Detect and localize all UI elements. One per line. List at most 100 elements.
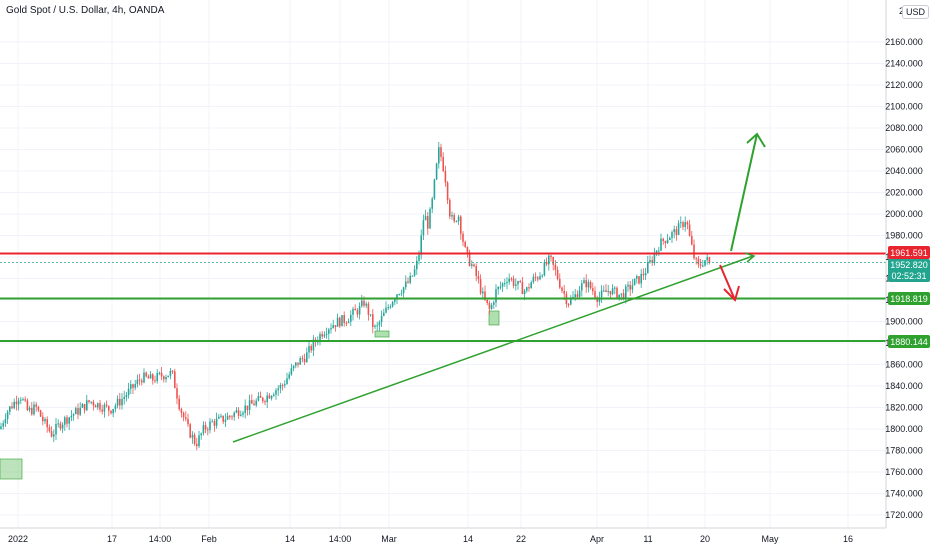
price-tick-label: 2100.000: [885, 102, 923, 112]
candle-body: [473, 264, 475, 267]
price-tick-label: 1860.000: [885, 360, 923, 370]
svg-text:1952.820: 1952.820: [890, 260, 928, 270]
candle-body: [519, 281, 521, 283]
candle-body: [281, 385, 284, 387]
candle-body: [204, 425, 207, 430]
price-tick-label: 1820.000: [885, 403, 923, 413]
candle-body: [666, 239, 669, 244]
candle-body: [187, 418, 189, 425]
time-tick-label: 22: [516, 534, 526, 544]
bearish-forecast-arrow[interactable]: [719, 264, 736, 301]
candle-body: [178, 398, 180, 410]
candle-body: [180, 409, 183, 413]
candle-body: [121, 398, 123, 406]
time-tick-label: 16: [843, 534, 853, 544]
candle-body: [237, 410, 240, 416]
candle-body: [444, 171, 447, 183]
candle-body: [328, 329, 330, 334]
candle-body: [548, 255, 550, 265]
candle-body: [695, 258, 697, 260]
candle-body: [691, 235, 693, 245]
candle-body: [9, 406, 11, 412]
candle-body: [537, 277, 539, 280]
candle-body: [515, 284, 517, 286]
time-axis-labels[interactable]: 2022 17 14:00 Feb 14 14:00 Mar 14 22 Apr 11 20 May 16: [8, 534, 853, 544]
currency-button[interactable]: USD: [902, 5, 930, 19]
candle-body: [541, 275, 543, 277]
candle-body: [609, 290, 612, 295]
candle-body: [224, 419, 227, 422]
candle-body: [486, 299, 488, 303]
candle-body: [77, 408, 79, 415]
candle-body: [407, 281, 409, 283]
candle-body: [147, 376, 150, 379]
candle-body: [17, 400, 20, 405]
candle-body: [312, 339, 315, 351]
svg-text:1961.591: 1961.591: [890, 248, 928, 258]
bullish-forecast-arrow[interactable]: [730, 133, 758, 252]
candle-body: [163, 376, 165, 380]
candle-body: [682, 222, 684, 227]
candle-body: [158, 372, 161, 374]
candle-body: [207, 429, 209, 431]
support-2-price-tag: 1880.144: [888, 335, 930, 348]
bar-countdown: 02:52:31: [891, 271, 926, 281]
price-tick-label: 2120.000: [885, 80, 923, 90]
candle-body: [119, 398, 121, 406]
candle-body: [574, 294, 576, 298]
candle-body: [587, 281, 590, 288]
candle-body: [611, 288, 614, 295]
candle-body: [284, 384, 286, 386]
candle-body: [622, 293, 625, 299]
candle-body: [706, 257, 708, 261]
candle-body: [28, 408, 31, 411]
candle-body: [334, 325, 337, 327]
candle-body: [189, 424, 191, 438]
candle-body: [266, 395, 268, 403]
candle-body: [39, 410, 42, 417]
candle-body: [53, 434, 55, 437]
ascending-trendline[interactable]: [232, 255, 754, 443]
candle-body: [433, 179, 436, 199]
candle-body: [354, 308, 356, 311]
candle-body: [191, 434, 194, 438]
candle-body: [171, 370, 174, 372]
symbol-title: Gold Spot / U.S. Dollar, 4h, OANDA: [6, 5, 165, 16]
candle-body: [125, 395, 128, 397]
candle-body: [79, 407, 81, 415]
price-tick-label: 1760.000: [885, 467, 923, 477]
price-tick-label: 1980.000: [885, 231, 923, 241]
vertical-gridlines: [17, 0, 849, 528]
candle-body: [132, 384, 134, 388]
candle-body: [570, 298, 572, 305]
candle-body: [213, 421, 216, 426]
candle-body: [642, 273, 645, 276]
demand-zone-mid: [488, 310, 500, 326]
candle-body: [380, 315, 383, 323]
candle-body: [57, 423, 59, 425]
candle-body: [561, 287, 563, 291]
price-tick-label: 1740.000: [885, 489, 923, 499]
candle-body: [240, 414, 242, 416]
candle-body: [457, 216, 460, 222]
candle-body: [138, 379, 141, 381]
candle-body: [662, 238, 664, 242]
candle-body: [286, 378, 288, 385]
candle-body: [356, 310, 359, 315]
time-tick-label: 2022: [8, 534, 28, 544]
candle-body: [48, 427, 51, 432]
candle-body: [246, 405, 249, 411]
candle-body: [242, 412, 244, 415]
candle-body: [196, 443, 198, 447]
candle-body: [453, 215, 455, 222]
candle-body: [11, 406, 13, 409]
candle-body: [64, 417, 66, 425]
candle-body: [374, 325, 376, 327]
candle-body: [468, 252, 471, 266]
candle-body: [581, 283, 583, 291]
time-tick-label: May: [761, 534, 779, 544]
price-tick-label: 1800.000: [885, 424, 923, 434]
candle-body: [310, 346, 312, 351]
candle-body: [114, 405, 117, 410]
